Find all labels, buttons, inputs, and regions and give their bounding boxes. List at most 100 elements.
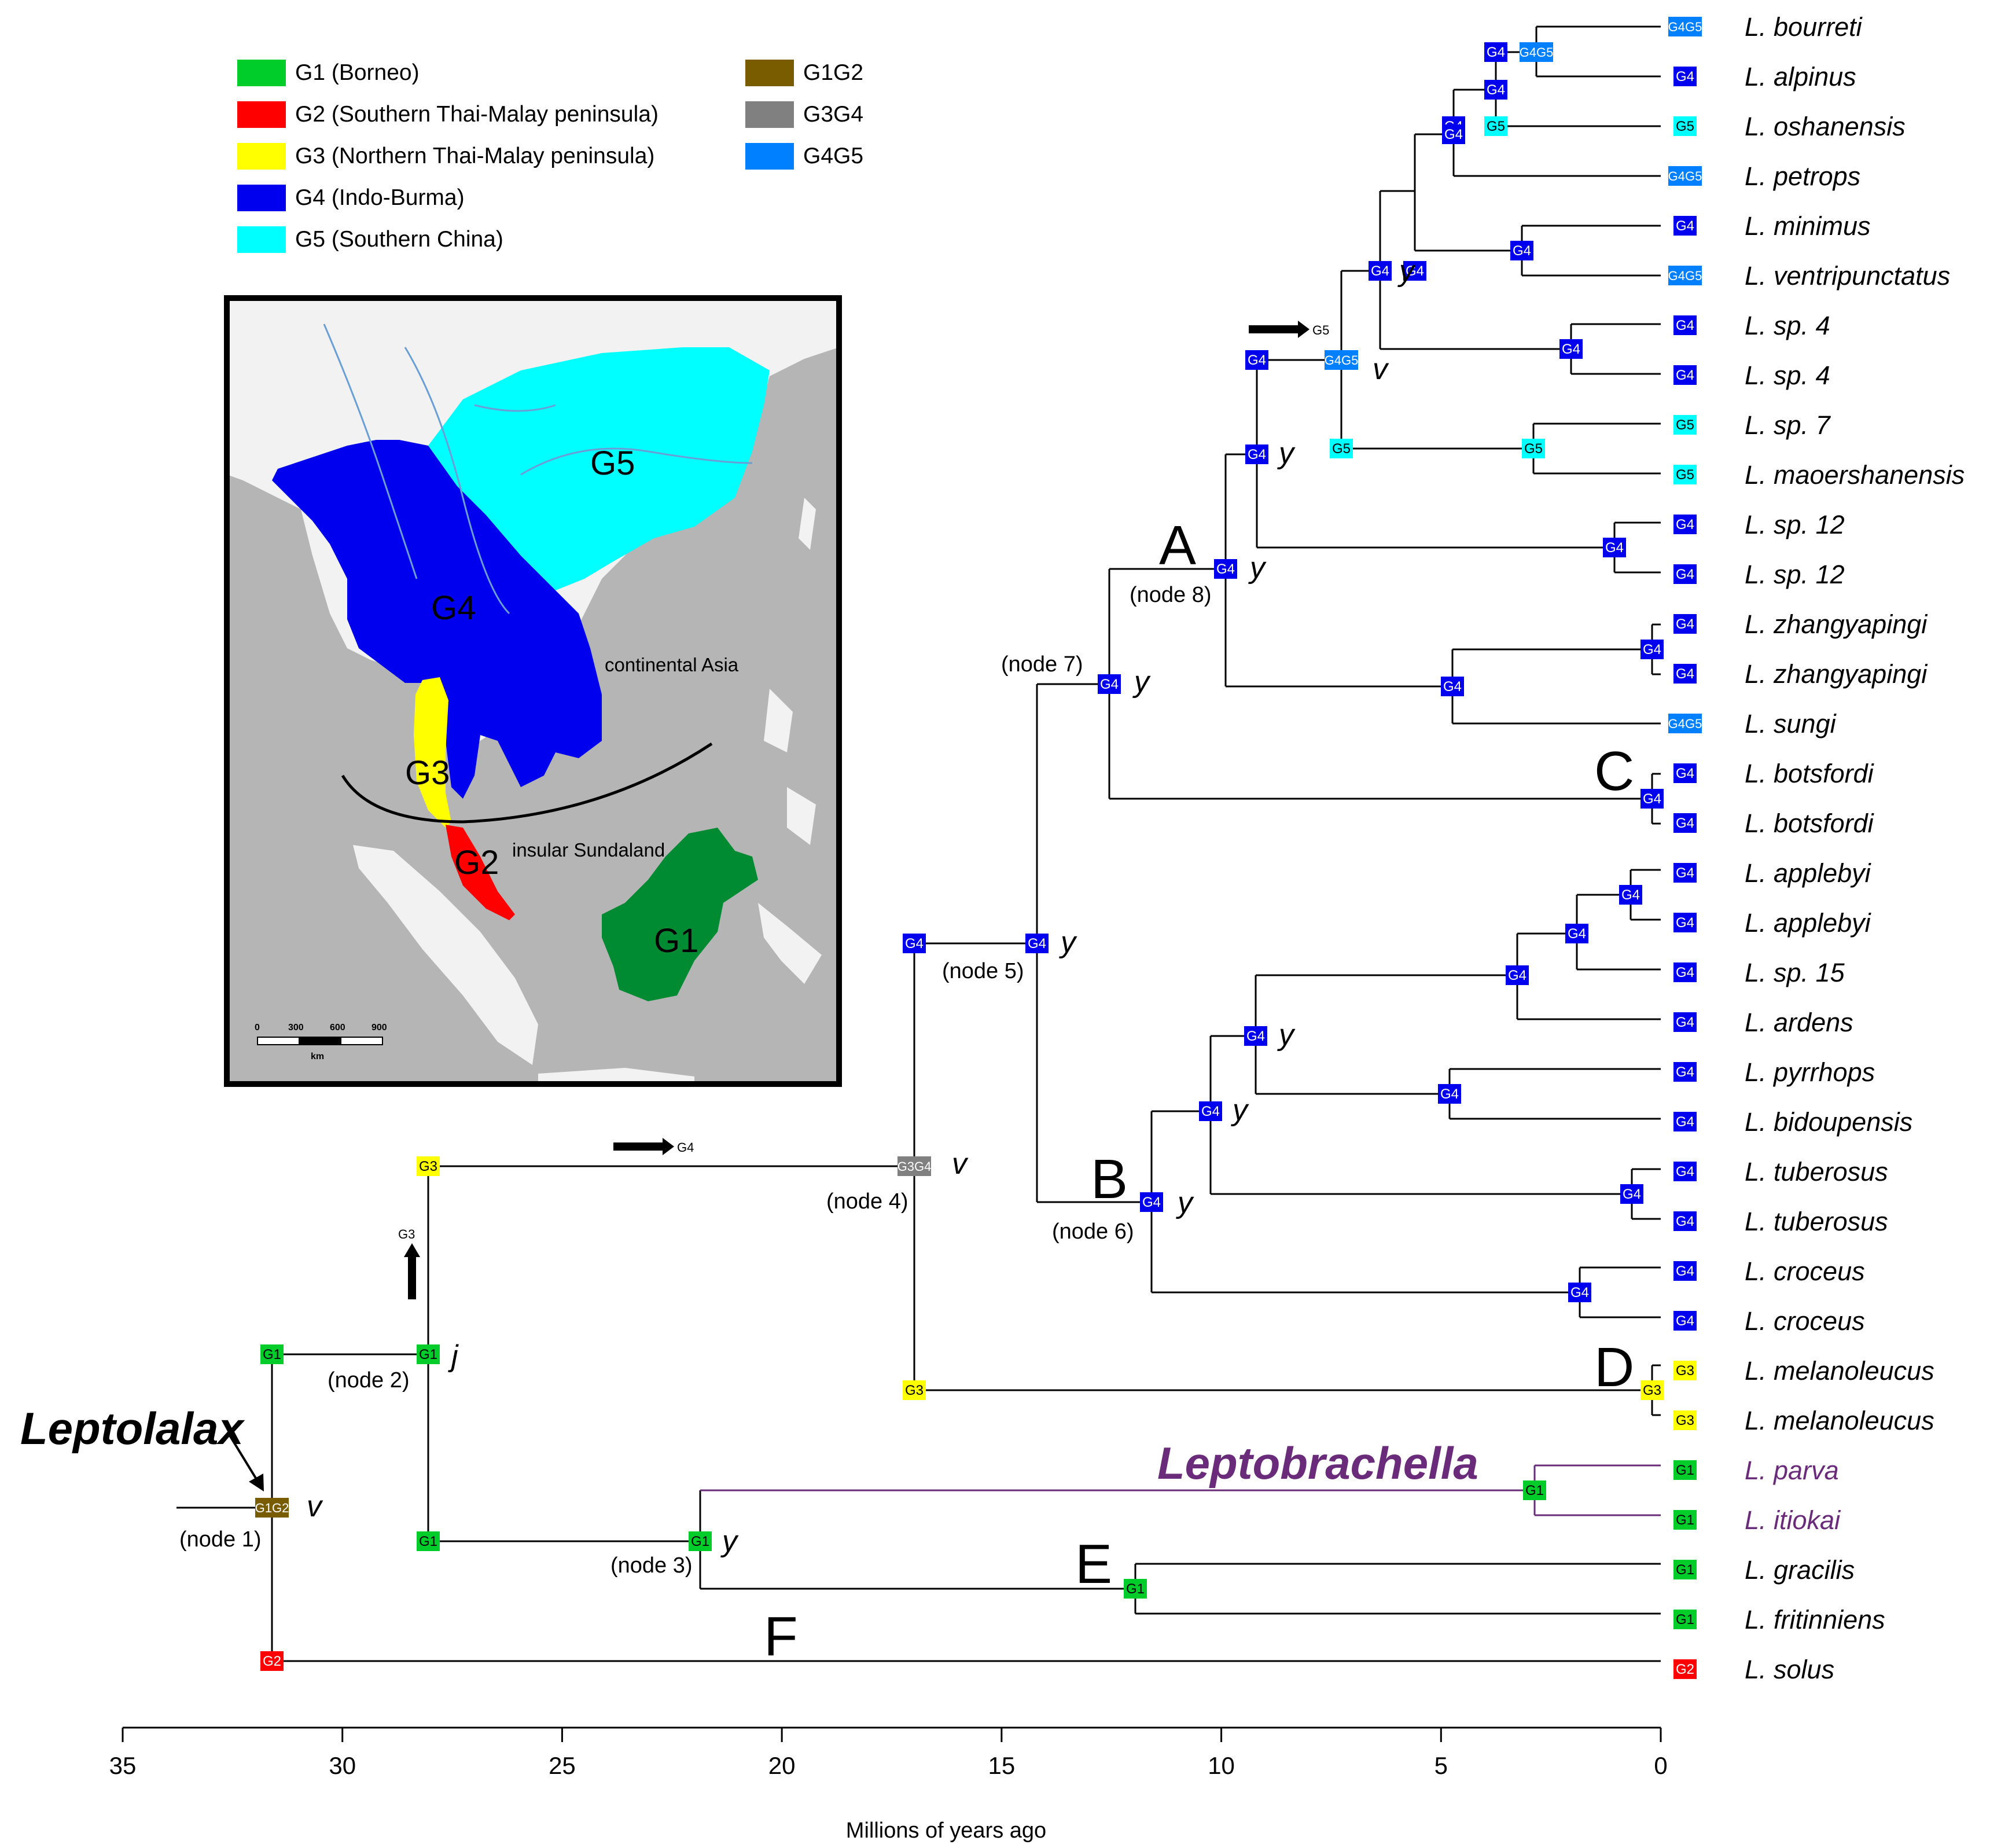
taxon-name: L. alpinus [1745,62,1856,91]
area-box [1673,813,1697,833]
area-code: G1 [1676,1512,1694,1528]
leptolalax-pointer-head [249,1474,264,1491]
area-code: G4 [1570,1285,1589,1300]
area-box [1619,885,1642,905]
taxon-name: L. solus [1745,1655,1834,1684]
tip-area-box: G4G5 [1668,714,1702,733]
area-code: G1 [419,1347,437,1362]
area-box [1673,1012,1697,1032]
taxon-name: L. bourreti [1745,12,1863,42]
taxon-name: L. zhangyapingi [1745,609,1928,639]
area-box [1673,913,1697,932]
area-code: G4 [1406,263,1424,279]
map-label-g3: G3 [405,754,450,792]
arrow-label-g3: G3 [398,1227,415,1241]
migration-arrows: G4 G3 G5 [227,321,1329,1491]
area-box [1673,614,1697,634]
suffix-v: v [1373,352,1389,386]
node-area-box: G1 [417,1344,440,1364]
area-box [1673,465,1697,484]
axis-tick-label: 35 [109,1752,137,1779]
legend-item-g3g4: G3G4 [745,98,863,131]
scale-unit: km [311,1052,324,1061]
area-box [903,1380,926,1400]
area-code: G4 [1216,561,1235,577]
area-code: G4G5 [1668,20,1702,34]
map-taiwan [799,498,816,550]
taxon-name: L. sp. 12 [1745,560,1845,589]
suffix-y: y [1176,1186,1194,1219]
map-g3 [414,677,451,828]
area-code: G4G5 [1325,353,1359,368]
axis-tick-label: 30 [329,1752,356,1779]
map-rivers [323,324,753,615]
suffix-v: v [307,1490,323,1523]
area-box [1673,763,1697,783]
taxon-name: L. itiokai [1745,1505,1841,1535]
area-code: G4 [905,936,924,951]
tip-area-box: G4 [1673,863,1697,883]
area-box [1673,415,1697,435]
suffix-y: y [720,1524,739,1558]
area-box [1673,1510,1697,1530]
tip-area-box: G5 [1673,415,1697,435]
tip-area-box: G1 [1673,1560,1697,1579]
tip-area-box: G4 [1673,1261,1697,1281]
tip-area-box: G1 [1673,1610,1697,1629]
area-box [1199,1101,1222,1121]
axis-tick-label: 25 [549,1752,576,1779]
area-code: G1G2 [255,1501,289,1515]
node-area-box: G4 [1603,538,1626,557]
area-box [1673,515,1697,534]
map-frame [224,295,842,1087]
node-area-box: G5 [1522,439,1545,458]
taxon-name: L. maoershanensis [1745,460,1965,490]
area-code: G4 [1676,517,1694,532]
area-code: G4 [1676,567,1694,582]
genus-leptobrachella: Leptobrachella [1157,1438,1478,1489]
node-label-3: (node 3) [610,1553,693,1578]
arrow-label-g5: G5 [1312,323,1329,337]
suffix-j: j [448,1339,459,1373]
area-box [1330,439,1353,458]
area-code: G4 [1676,1064,1694,1080]
area-code: G3 [1676,1413,1694,1428]
legend-label: G3G4 [803,102,864,127]
area-box [260,1651,284,1671]
node-area-box: G4 [1403,261,1426,281]
tip-area-box: G4 [1673,515,1697,534]
node-label-6: (node 6) [1052,1219,1134,1244]
area-code: G4 [1487,45,1505,60]
taxon-name: L. sp. 15 [1745,958,1845,987]
taxon-name: L. sungi [1745,709,1837,739]
area-box [1640,1380,1664,1400]
area-box [260,1344,284,1364]
area-box [1523,1480,1546,1500]
node-boxes: G4G5G4G4G4G5G4G4G4G4G4G4G5G4G5G5G4G4G4G4… [255,42,1664,1671]
node-area-box: G4 [1619,885,1642,905]
area-code: G3 [419,1159,437,1174]
map-label-g2: G2 [454,844,499,881]
area-box [1640,789,1664,809]
area-box [417,1156,440,1176]
area-code: G5 [1676,417,1694,433]
area-code: G4 [1201,1104,1220,1119]
area-code: G3G4 [897,1159,932,1174]
node-area-box: G4 [1245,350,1268,370]
taxon-name: L. sp. 7 [1745,410,1831,440]
node-area-box: G4 [1506,965,1529,985]
node-area-box: G1 [260,1344,284,1364]
suffix-y: y [1231,1093,1249,1127]
suffix-y: y [1277,1018,1296,1052]
node-area-box: G5 [1484,116,1507,136]
area-box [1484,42,1507,62]
area-code: G1 [1525,1483,1544,1498]
area-box [1673,1261,1697,1281]
area-code: G1 [1676,1463,1694,1478]
node-area-box: G4 [1214,559,1237,579]
map-g4 [272,440,602,799]
area-code: G5 [1524,441,1543,457]
area-code: G2 [1676,1662,1694,1677]
area-box [1673,216,1697,236]
area-box [1214,559,1237,579]
